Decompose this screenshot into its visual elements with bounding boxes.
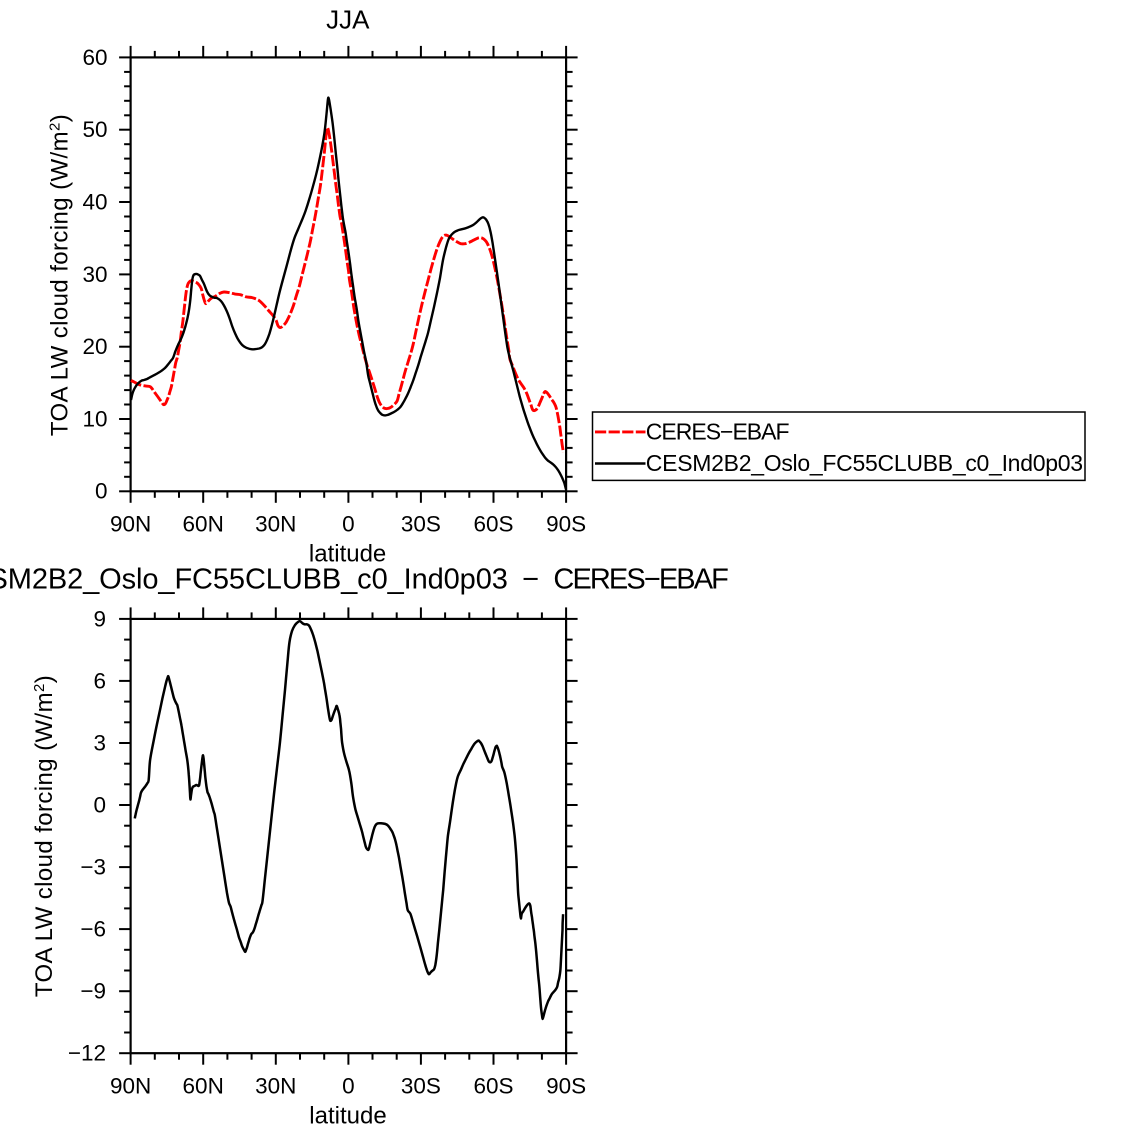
svg-text:CESM2B2_Oslo_FC55CLUBB_c0_Ind0: CESM2B2_Oslo_FC55CLUBB_c0_Ind0p03 − CERE… bbox=[0, 564, 728, 596]
svg-text:30N: 30N bbox=[255, 512, 296, 537]
svg-text:6: 6 bbox=[93, 668, 106, 693]
svg-text:TOA LW cloud forcing (W/m2): TOA LW cloud forcing (W/m2) bbox=[47, 114, 74, 436]
svg-text:60S: 60S bbox=[473, 1074, 513, 1099]
svg-text:CESM2B2_Oslo_FC55CLUBB_c0_Ind0: CESM2B2_Oslo_FC55CLUBB_c0_Ind0p03 bbox=[646, 450, 1083, 476]
svg-text:60S: 60S bbox=[473, 512, 513, 537]
svg-text:−3: −3 bbox=[80, 855, 106, 880]
svg-text:0: 0 bbox=[342, 1074, 355, 1099]
svg-text:JJA: JJA bbox=[326, 4, 370, 34]
svg-text:50: 50 bbox=[82, 117, 107, 142]
svg-text:30S: 30S bbox=[401, 512, 441, 537]
svg-text:20: 20 bbox=[82, 334, 107, 359]
svg-text:90N: 90N bbox=[110, 1074, 151, 1099]
svg-text:60: 60 bbox=[82, 45, 107, 70]
svg-text:90N: 90N bbox=[110, 512, 151, 537]
svg-text:CERES−EBAF: CERES−EBAF bbox=[646, 418, 790, 444]
svg-text:TOA LW cloud forcing (W/m2): TOA LW cloud forcing (W/m2) bbox=[31, 675, 58, 997]
svg-text:90S: 90S bbox=[546, 1074, 586, 1099]
svg-text:40: 40 bbox=[82, 189, 107, 214]
svg-text:30S: 30S bbox=[401, 1074, 441, 1099]
svg-text:30: 30 bbox=[82, 262, 107, 287]
svg-text:9: 9 bbox=[93, 606, 106, 631]
svg-text:30N: 30N bbox=[255, 1074, 296, 1099]
svg-text:−12: −12 bbox=[68, 1041, 106, 1066]
svg-text:90S: 90S bbox=[546, 512, 586, 537]
svg-text:0: 0 bbox=[93, 792, 106, 817]
svg-text:60N: 60N bbox=[183, 1074, 224, 1099]
svg-text:latitude: latitude bbox=[309, 1102, 386, 1129]
svg-text:latitude: latitude bbox=[309, 540, 386, 567]
svg-text:−6: −6 bbox=[80, 917, 106, 942]
svg-text:0: 0 bbox=[342, 512, 355, 537]
svg-text:3: 3 bbox=[93, 730, 106, 755]
svg-text:10: 10 bbox=[82, 406, 107, 431]
svg-text:0: 0 bbox=[95, 479, 108, 504]
svg-text:−9: −9 bbox=[80, 979, 106, 1004]
svg-text:60N: 60N bbox=[183, 512, 224, 537]
